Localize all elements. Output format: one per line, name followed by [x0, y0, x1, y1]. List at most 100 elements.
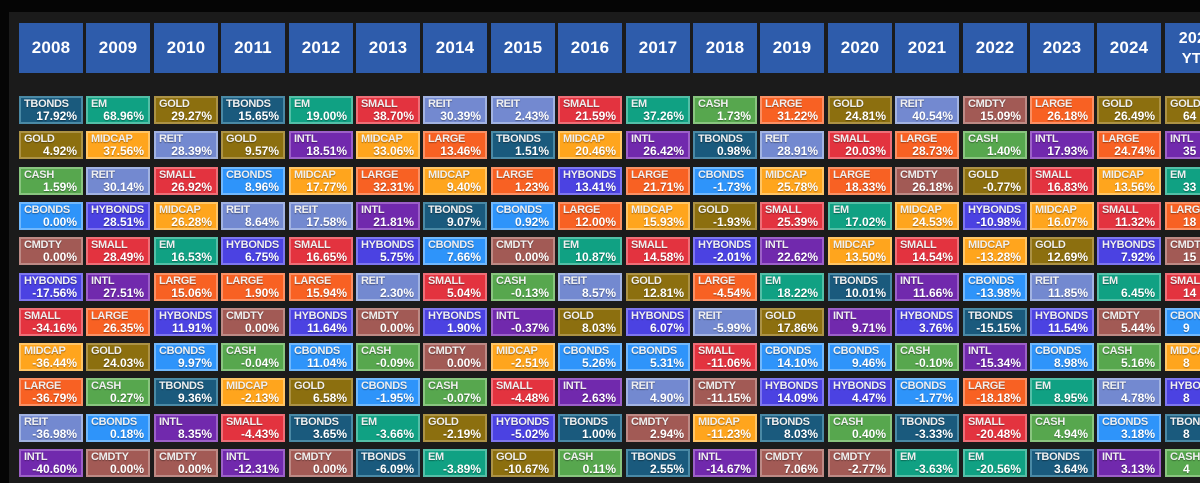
asset-label: REIT	[226, 204, 250, 216]
return-cell-2015-intl: INTL -0.37%	[491, 308, 555, 336]
year-column-2013: 2013 SMALL 38.70% MIDCAP 33.06% LARGE 32.31% IN…	[356, 23, 420, 483]
return-cell-2018-intl: INTL -14.67%	[693, 449, 757, 477]
return-cell-2018-tbonds: TBONDS 0.98%	[693, 131, 757, 159]
return-value: 1.00%	[581, 427, 616, 441]
return-value: 2.63%	[581, 391, 616, 405]
asset-label: REIT	[631, 380, 655, 392]
return-cell-2021-small: SMALL 14.54%	[895, 237, 959, 265]
asset-label: SMALL	[563, 98, 600, 110]
return-value: 17.58%	[306, 215, 347, 229]
return-value: 21.71%	[643, 180, 684, 194]
return-value: 9	[1183, 321, 1190, 335]
asset-label: CMDTY	[294, 451, 332, 463]
asset-label: INTL	[226, 451, 250, 463]
asset-label: INTL	[496, 310, 520, 322]
asset-label: TBONDS	[968, 310, 1013, 322]
return-value: 12.69%	[1047, 250, 1088, 264]
asset-label: CMDTY	[968, 98, 1006, 110]
asset-label: MIDCAP	[631, 204, 673, 216]
return-cell-2013-reit: REIT 2.30%	[356, 273, 420, 301]
asset-label: CBONDS	[159, 345, 205, 357]
return-cell-2015-gold: GOLD -10.67%	[491, 449, 555, 477]
return-value: 17.02%	[845, 215, 886, 229]
asset-label: INTL	[1035, 133, 1059, 145]
return-cell-2011-midcap: MIDCAP -2.13%	[221, 378, 285, 406]
return-cell-2023-tbonds: TBONDS 3.64%	[1030, 449, 1094, 477]
return-value: 0.18%	[109, 427, 144, 441]
asset-label: MIDCAP	[1170, 345, 1200, 357]
return-cell-2011-intl: INTL -12.31%	[221, 449, 285, 477]
return-value: -13.28%	[976, 250, 1021, 264]
asset-label: TBONDS	[631, 451, 676, 463]
return-value: 37.56%	[103, 144, 144, 158]
asset-label: CMDTY	[159, 451, 197, 463]
return-cell-2008-gold: GOLD 4.92%	[19, 131, 83, 159]
return-value: 5.31%	[649, 356, 684, 370]
return-cell-2022-cbonds: CBONDS -13.98%	[963, 273, 1027, 301]
return-value: 24.03%	[103, 356, 144, 370]
return-cell-2014-midcap: MIDCAP 9.40%	[423, 167, 487, 195]
return-value: 26.49%	[1114, 109, 1155, 123]
return-value: 5.44%	[1120, 321, 1155, 335]
return-value: 10.01%	[845, 286, 886, 300]
return-cell-2015-tbonds: TBONDS 1.51%	[491, 131, 555, 159]
asset-label: LARGE	[24, 380, 62, 392]
asset-label: EM	[900, 451, 916, 463]
return-value: 0.00%	[42, 250, 77, 264]
return-cell-2021-cmdty: CMDTY 26.18%	[895, 167, 959, 195]
year-column-2018: 2018 CASH 1.73% TBONDS 0.98% CBONDS -1.73% GOLD…	[693, 23, 757, 483]
return-cell-2017-small: SMALL 14.58%	[626, 237, 690, 265]
return-value: -3.89%	[442, 462, 481, 476]
return-cell-2021-intl: INTL 11.66%	[895, 273, 959, 301]
return-value: 7.66%	[446, 250, 481, 264]
return-cell-2012-cmdty: CMDTY 0.00%	[289, 449, 353, 477]
asset-label: TBONDS	[698, 133, 743, 145]
asset-label: CBONDS	[1170, 310, 1200, 322]
return-value: 4.94%	[1053, 427, 1088, 441]
return-cell-2010-large: LARGE 15.06%	[154, 273, 218, 301]
return-value: 11.85%	[1047, 286, 1088, 300]
year-column-2014: 2014 REIT 30.39% LARGE 13.46% MIDCAP 9.40% TBON…	[423, 23, 487, 483]
asset-label: HYBONDS	[698, 239, 751, 251]
return-value: 31.22%	[777, 109, 818, 123]
asset-label: TBONDS	[361, 451, 406, 463]
return-value: 40.54%	[912, 109, 953, 123]
return-cell-2013-tbonds: TBONDS -6.09%	[356, 449, 420, 477]
return-value: 17.92%	[36, 109, 77, 123]
return-cell-2020-cmdty: CMDTY -2.77%	[828, 449, 892, 477]
return-value: 8.95%	[1053, 391, 1088, 405]
return-value: 9.71%	[851, 321, 886, 335]
return-cell-2016-midcap: MIDCAP 20.46%	[558, 131, 622, 159]
asset-label: SMALL	[24, 310, 61, 322]
return-value: 11.54%	[1047, 321, 1088, 335]
year-column-2019: 2019 LARGE 31.22% REIT 28.91% MIDCAP 25.78% SMA…	[760, 23, 824, 483]
return-cell-2023-hybonds: HYBONDS 11.54%	[1030, 308, 1094, 336]
return-cell-2014-small: SMALL 5.04%	[423, 273, 487, 301]
return-value: 12.81%	[643, 286, 684, 300]
return-value: 26.28%	[171, 215, 212, 229]
return-cell-2017-cmdty: CMDTY 2.94%	[626, 414, 690, 442]
asset-label: LARGE	[563, 204, 601, 216]
return-cell-2009-large: LARGE 26.35%	[86, 308, 150, 336]
return-value: 3.64%	[1053, 462, 1088, 476]
return-value: -36.79%	[32, 391, 77, 405]
return-cell-2012-large: LARGE 15.94%	[289, 273, 353, 301]
return-value: -1.95%	[375, 391, 414, 405]
return-cell-2018-small: SMALL -11.06%	[693, 343, 757, 371]
asset-label: HYBONDS	[226, 239, 279, 251]
return-value: 14.10%	[777, 356, 818, 370]
return-value: -0.09%	[375, 356, 414, 370]
return-cell-2014-tbonds: TBONDS 9.07%	[423, 202, 487, 230]
return-value: 30.14%	[103, 180, 144, 194]
asset-label: REIT	[496, 98, 520, 110]
return-cell-2020-cbonds: CBONDS 9.46%	[828, 343, 892, 371]
asset-label: REIT	[698, 310, 722, 322]
return-value: 5.75%	[379, 250, 414, 264]
return-cell-2008-hybonds: HYBONDS -17.56%	[19, 273, 83, 301]
return-cell-2020-gold: GOLD 24.81%	[828, 96, 892, 124]
return-value: -15.15%	[976, 321, 1021, 335]
return-value: 68.96%	[103, 109, 144, 123]
asset-label: REIT	[428, 98, 452, 110]
return-value: 11.04%	[306, 356, 347, 370]
